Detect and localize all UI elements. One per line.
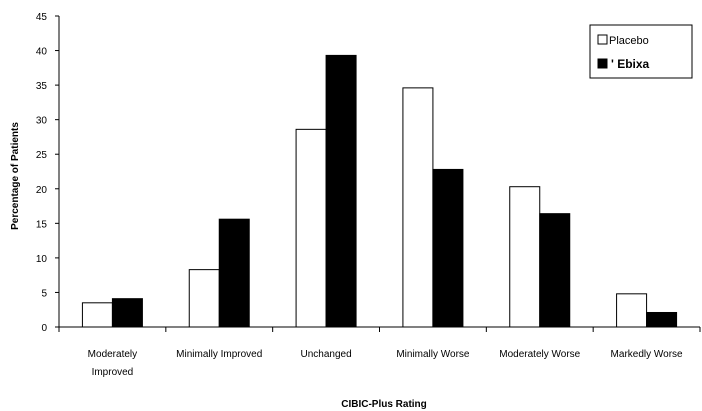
legend-swatch-placebo (597, 34, 608, 45)
bar-ebixa (539, 213, 571, 328)
bar-ebixa (325, 54, 357, 328)
y-axis-title: Percentage of Patients (10, 122, 21, 230)
y-tick-label: 5 (41, 288, 47, 299)
bar-placebo (616, 293, 648, 328)
legend-swatch-ebixa (597, 58, 608, 69)
bar-placebo (509, 186, 541, 328)
bar-ebixa (218, 218, 250, 328)
y-tick-label: 0 (41, 323, 47, 334)
bar-placebo (402, 87, 434, 328)
legend: Placebo ' Ebixa (589, 24, 693, 79)
y-axis: 0 5 10 15 20 25 30 35 40 45 (36, 12, 60, 334)
legend-label-placebo: Placebo (609, 35, 649, 47)
x-category-label: Improved (92, 367, 134, 378)
bar-placebo (188, 269, 220, 328)
y-tick-label: 20 (36, 185, 48, 196)
x-category-label: Moderately (88, 349, 137, 360)
x-category-label: Minimally Worse (396, 349, 470, 360)
bar-placebo (81, 302, 113, 328)
legend-box (589, 24, 693, 79)
y-tick-label: 30 (36, 116, 48, 127)
legend-label-ebixa: ' Ebixa (611, 57, 650, 71)
bar-ebixa (432, 168, 464, 328)
y-tick-label: 10 (36, 254, 48, 265)
bars (81, 54, 678, 328)
x-category-label: Moderately Worse (499, 349, 580, 360)
y-tick-label: 35 (36, 81, 48, 92)
bar-ebixa (111, 298, 143, 328)
y-tick-label: 45 (36, 12, 48, 23)
x-category-label: Minimally Improved (176, 349, 262, 360)
bar-ebixa (646, 311, 678, 328)
bar-placebo (295, 128, 327, 328)
x-axis: Moderately Improved Minimally Improved Unch… (58, 326, 701, 378)
y-tick-label: 15 (36, 219, 48, 230)
y-tick-label: 40 (36, 47, 48, 58)
x-axis-title: CIBIC-Plus Rating (341, 399, 427, 410)
x-category-label: Unchanged (301, 349, 352, 360)
x-category-label: Markedly Worse (611, 349, 683, 360)
y-tick-label: 25 (36, 150, 48, 161)
